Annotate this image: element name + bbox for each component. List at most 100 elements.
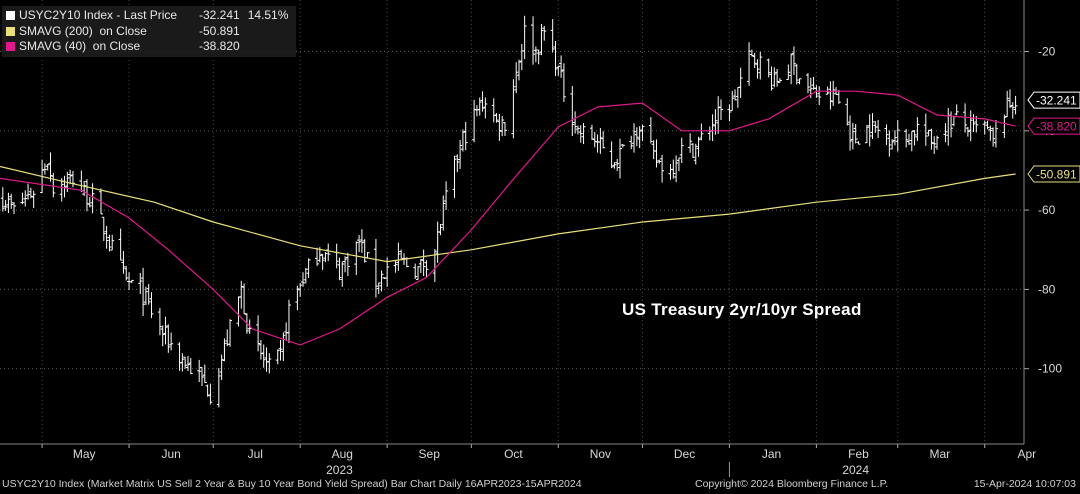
price-bar bbox=[474, 105, 479, 117]
axes: -20-40-60-80-100MayJunJulAugSepOctNovDec… bbox=[0, 0, 1062, 477]
price-bar bbox=[637, 126, 642, 149]
price-bar bbox=[954, 104, 959, 116]
price-bar bbox=[831, 80, 836, 106]
price-bar bbox=[707, 126, 712, 141]
price-bar bbox=[629, 135, 634, 150]
price-bar bbox=[180, 353, 185, 372]
legend: USYC2Y10 Index - Last Price -32.241 14.5… bbox=[2, 6, 297, 57]
price-bar bbox=[343, 256, 348, 273]
chart-annotation: US Treasury 2yr/10yr Spread bbox=[622, 300, 862, 319]
price-bar bbox=[110, 234, 115, 251]
price-bar bbox=[222, 338, 227, 362]
legend-name-price: USYC2Y10 Index - Last Price bbox=[19, 8, 178, 22]
price-bar bbox=[575, 125, 580, 135]
price-bar bbox=[926, 129, 931, 137]
price-bar bbox=[23, 190, 28, 207]
price-bar bbox=[825, 86, 830, 95]
price-bar bbox=[522, 15, 527, 60]
price-bar bbox=[26, 183, 31, 200]
price-bar bbox=[777, 78, 782, 83]
x-tick-label: Dec bbox=[674, 447, 695, 461]
price-bar bbox=[794, 63, 799, 85]
price-bar bbox=[59, 178, 64, 202]
price-bar bbox=[373, 238, 378, 298]
sma40-line bbox=[0, 90, 1016, 346]
price-bar bbox=[589, 124, 594, 140]
price-bar bbox=[236, 296, 241, 327]
price-bar bbox=[766, 58, 771, 78]
price-bar bbox=[553, 40, 558, 77]
price-bar bbox=[904, 128, 909, 148]
price-bar bbox=[811, 76, 816, 90]
price-bar bbox=[169, 332, 174, 351]
footer-copyright: Copyright© 2024 Bloomberg Finance L.P. bbox=[695, 478, 889, 490]
x-tick-label: May bbox=[73, 447, 96, 461]
price-bar bbox=[640, 124, 645, 142]
price-bar bbox=[202, 364, 207, 384]
value-tag-box bbox=[1027, 117, 1080, 135]
price-bar bbox=[379, 270, 384, 292]
price-bar bbox=[48, 152, 53, 182]
price-bar bbox=[592, 131, 597, 148]
price-bar bbox=[671, 159, 676, 179]
price-bar bbox=[84, 179, 89, 212]
price-bar bbox=[460, 129, 465, 152]
price-bar bbox=[892, 130, 897, 146]
price-bar bbox=[239, 280, 244, 309]
price-bar bbox=[284, 322, 289, 341]
price-bar bbox=[261, 344, 266, 368]
value-tag-text: -32.241 bbox=[1036, 94, 1077, 108]
value-tag-box bbox=[1027, 91, 1080, 109]
price-bar bbox=[988, 125, 993, 141]
x-tick-label: Jul bbox=[248, 447, 263, 461]
price-bar bbox=[963, 103, 968, 133]
price-bar bbox=[719, 99, 724, 121]
year-label: 2023 bbox=[326, 463, 353, 477]
price-bar bbox=[444, 181, 449, 211]
price-bar bbox=[62, 175, 67, 198]
price-bar bbox=[306, 258, 311, 278]
price-bar bbox=[561, 63, 566, 102]
price-bar bbox=[45, 164, 50, 171]
price-bar bbox=[772, 67, 777, 88]
price-bar bbox=[340, 261, 345, 287]
price-bar bbox=[149, 292, 154, 319]
price-bar bbox=[578, 125, 583, 143]
price-bar bbox=[519, 44, 524, 71]
price-bar bbox=[463, 121, 468, 151]
x-tick-label: Jan bbox=[762, 447, 781, 461]
price-bar bbox=[124, 266, 129, 281]
price-bar bbox=[595, 134, 600, 153]
price-bar bbox=[101, 216, 106, 241]
price-bar bbox=[216, 367, 221, 408]
price-bar bbox=[70, 170, 75, 188]
price-bar bbox=[786, 64, 791, 80]
price-bar bbox=[197, 359, 202, 383]
price-bar bbox=[533, 46, 538, 63]
price-bar bbox=[867, 114, 872, 147]
price-bar bbox=[612, 162, 617, 169]
price-bar bbox=[494, 113, 499, 123]
price-bar bbox=[320, 253, 325, 270]
price-bar bbox=[396, 242, 401, 271]
legend-value-sma40: -38.820 bbox=[199, 39, 240, 53]
price-bar bbox=[581, 123, 586, 145]
price-bar bbox=[929, 128, 934, 150]
price-bar bbox=[747, 42, 752, 86]
price-bar bbox=[836, 89, 841, 104]
price-bar bbox=[550, 19, 555, 53]
price-bar bbox=[696, 136, 701, 157]
price-bar bbox=[477, 97, 482, 116]
x-tick-label: Mar bbox=[929, 447, 950, 461]
grid-lines bbox=[0, 0, 1024, 444]
price-bar bbox=[295, 285, 300, 311]
price-bar bbox=[42, 163, 47, 175]
price-bar bbox=[620, 144, 625, 148]
price-bar bbox=[141, 267, 146, 317]
price-bar bbox=[848, 115, 853, 151]
price-bar bbox=[935, 135, 940, 150]
price-bar bbox=[618, 138, 623, 179]
price-bar bbox=[256, 315, 261, 352]
price-bar bbox=[517, 59, 522, 81]
